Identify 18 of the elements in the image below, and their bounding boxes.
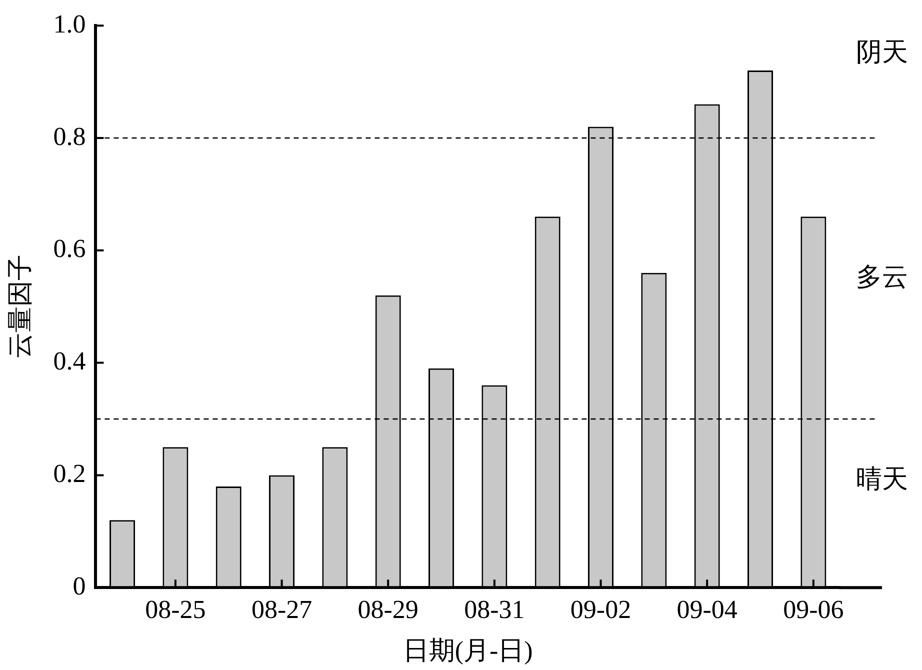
x-tick-label: 09-04 (676, 595, 738, 624)
x-tick-label: 08-27 (251, 595, 312, 624)
annotation: 晴天 (856, 464, 908, 494)
y-tick-label: 0.6 (53, 234, 86, 264)
x-tick-label: 08-31 (464, 595, 525, 624)
y-tick-label: 1.0 (53, 9, 86, 38)
y-tick-label: 0.8 (53, 122, 86, 151)
x-tick-label: 09-02 (570, 595, 632, 624)
annotation: 多云 (856, 262, 908, 292)
annotation: 阴天 (856, 38, 908, 67)
y-tick-label: 0.4 (53, 346, 86, 376)
y-tick-label: 0.2 (53, 459, 86, 488)
y-axis-title: 云量因子 (5, 254, 34, 359)
y-tick-label: 0 (72, 571, 86, 600)
x-tick-label: 09-06 (783, 595, 844, 624)
x-tick-label: 08-25 (145, 595, 206, 624)
x-axis-title: 日期(月-日) (402, 636, 533, 666)
x-tick-label: 08-29 (358, 595, 418, 624)
